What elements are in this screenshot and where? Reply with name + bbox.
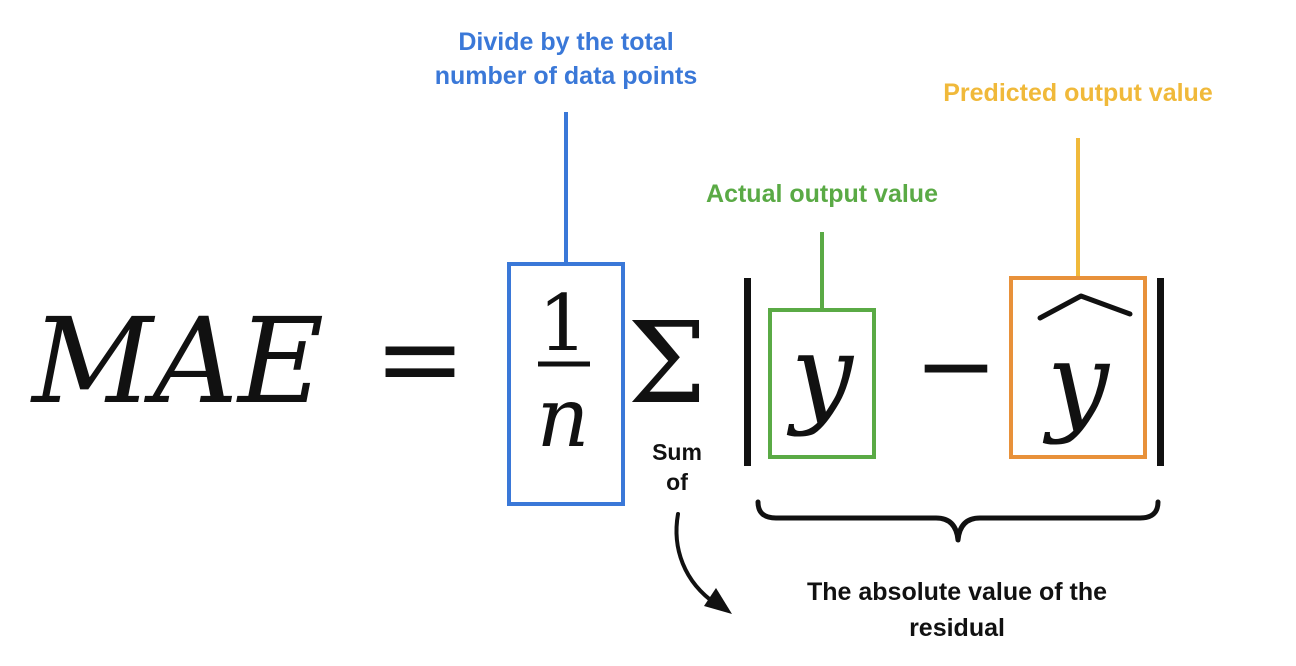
residual-brace [755,499,1161,543]
fraction-box [507,262,625,506]
actual-box [768,308,876,459]
residual-label-line1: The absolute value of the [807,578,1107,606]
minus-sign: − [914,307,998,424]
residual-label-line2: residual [909,614,1005,642]
sum-arrow-curve [674,512,718,606]
predicted-y: y [1042,318,1111,446]
abs-bar-left [744,278,751,466]
actual-label: Actual output value [706,180,938,208]
hat-accent [1037,293,1133,321]
sum-arrow-head [704,588,732,614]
mae-symbol: MAE [30,292,324,430]
divide-label-line2: number of data points [435,62,698,90]
predicted-label: Predicted output value [943,79,1213,107]
sum-label-line2: of [666,469,688,495]
fraction-numerator: 1 [538,279,588,369]
divide-label-line1: Divide by the total [458,28,673,56]
abs-bar-right [1157,278,1164,466]
sigma-symbol: Σ [627,299,706,429]
sum-label-line1: Sum [652,439,702,465]
actual-y: y [786,310,855,438]
predicted-box [1009,276,1147,459]
equals-sign: = [374,294,466,422]
fraction-denominator: n [537,371,590,466]
